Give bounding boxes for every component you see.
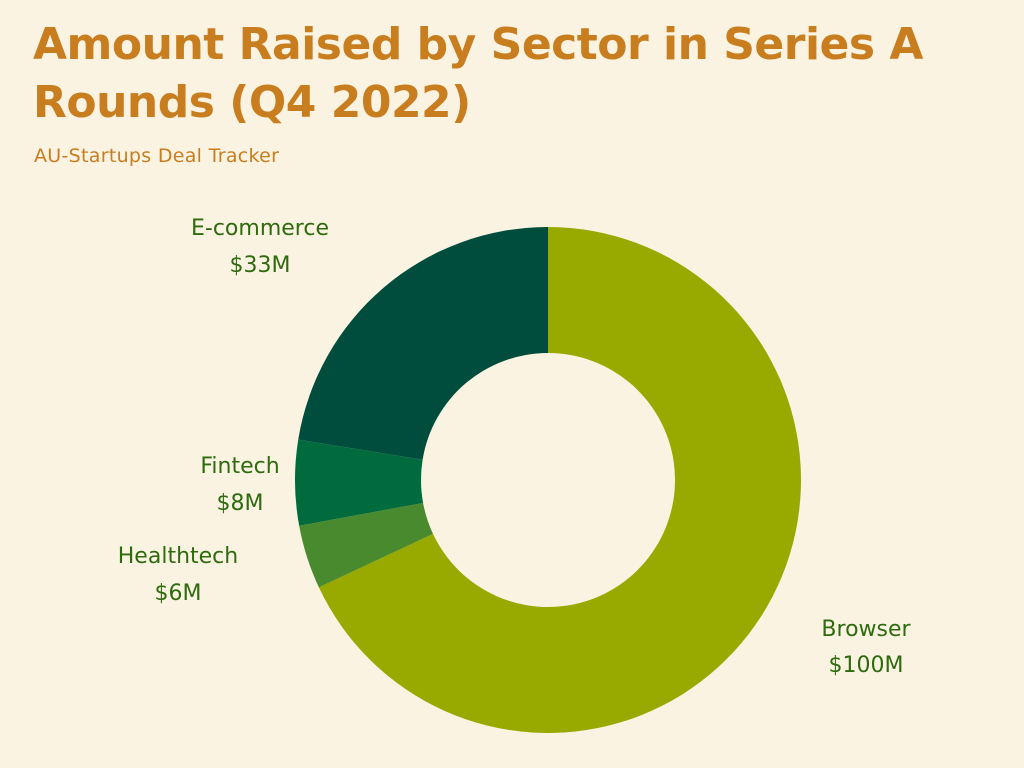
donut-slices bbox=[295, 227, 802, 733]
slice-value-healthtech: $6M bbox=[155, 581, 202, 606]
chart-subtitle: AU-Startups Deal Tracker bbox=[34, 145, 280, 167]
slice-healthtech bbox=[299, 502, 433, 588]
slice-e-commerce bbox=[298, 227, 548, 460]
slice-browser bbox=[318, 227, 802, 733]
slice-label-healthtech: Healthtech bbox=[118, 544, 238, 569]
chart-title: Amount Raised by Sector in Series A Roun… bbox=[33, 19, 923, 128]
slice-value-browser: $100M bbox=[829, 653, 904, 678]
slice-label-fintech: Fintech bbox=[200, 454, 279, 479]
slice-label-e-commerce: E-commerce bbox=[191, 216, 329, 241]
slice-value-fintech: $8M bbox=[217, 491, 264, 516]
slice-fintech bbox=[295, 439, 424, 526]
slice-label-browser: Browser bbox=[821, 617, 911, 642]
slice-value-e-commerce: $33M bbox=[230, 253, 291, 278]
slice-labels: Browser $100M Healthtech $6M Fintech $8M E-com… bbox=[118, 216, 912, 678]
